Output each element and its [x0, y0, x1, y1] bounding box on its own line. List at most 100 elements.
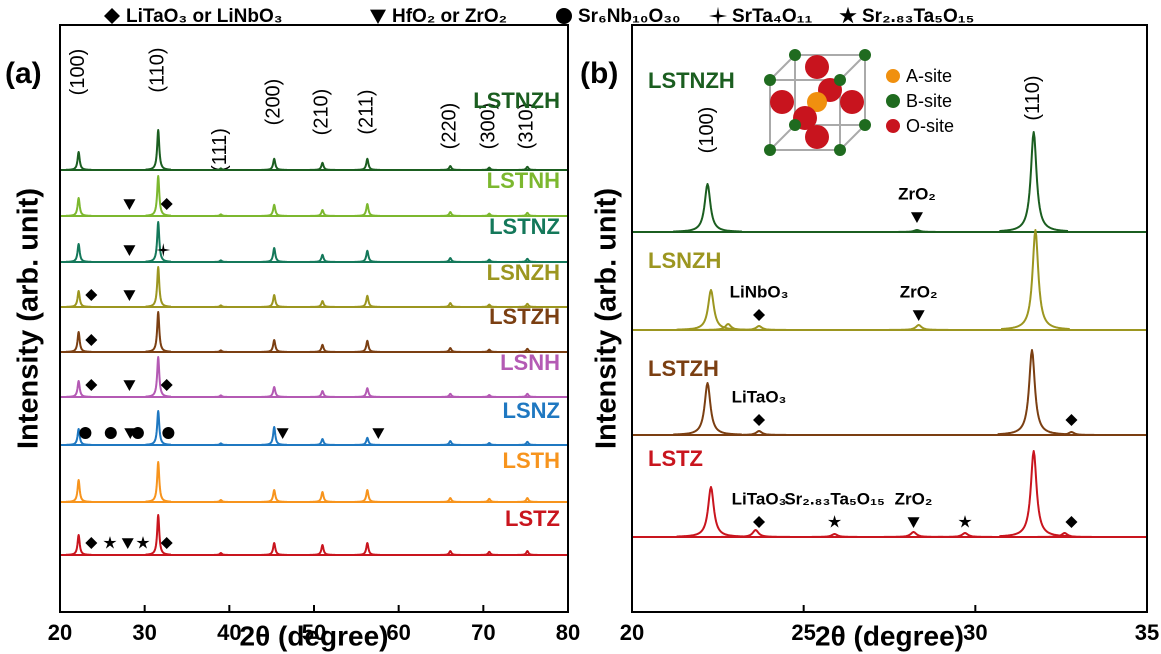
peak-label: (111)	[209, 128, 231, 172]
peak	[355, 251, 380, 262]
peak	[146, 462, 171, 502]
series-label: LSTZH	[489, 304, 560, 329]
phase-marker	[372, 428, 384, 439]
peak-label: (110)	[1022, 75, 1044, 120]
phase-label: ZrO₂	[900, 282, 938, 301]
phase-marker	[959, 515, 972, 528]
peak	[721, 530, 790, 537]
peak	[998, 350, 1067, 434]
peak	[262, 543, 287, 555]
series-label: LSTZH	[648, 356, 719, 381]
series-label: LSNH	[500, 350, 560, 375]
phase-marker	[123, 380, 135, 391]
phase-label: LiTaO₃	[732, 387, 787, 406]
peak	[262, 387, 287, 397]
phase-marker	[162, 427, 174, 439]
b-site-atom	[834, 144, 846, 156]
x-tick-label: 80	[556, 620, 580, 645]
peak	[262, 248, 287, 262]
phase-marker	[1065, 516, 1077, 528]
phase-marker	[161, 379, 173, 391]
peak	[310, 255, 335, 262]
peak	[146, 176, 171, 216]
phase-marker	[122, 538, 134, 549]
inset-legend-dot	[886, 94, 900, 108]
phase-marker	[828, 515, 841, 528]
x-tick-label: 50	[302, 620, 326, 645]
peak-label: (110)	[146, 47, 168, 92]
peak	[310, 492, 335, 502]
peak	[355, 543, 380, 555]
x-tick-label: 30	[132, 620, 156, 645]
inset-legend-label: A-site	[906, 66, 952, 86]
phase-marker	[911, 212, 923, 223]
phase-label: LiTaO₃	[732, 489, 787, 508]
peak	[262, 159, 287, 170]
legend-symbol	[839, 7, 856, 24]
inset-legend-label: B-site	[906, 91, 952, 111]
phase-marker	[123, 245, 135, 256]
b-site-atom	[764, 144, 776, 156]
peak	[66, 480, 91, 502]
x-tick-label: 25	[791, 620, 815, 645]
phase-label: ZrO₂	[898, 184, 936, 203]
phase-marker	[85, 334, 97, 346]
legend-symbol	[556, 8, 572, 24]
peak-label: (211)	[356, 89, 378, 134]
o-site-atom	[805, 55, 829, 79]
peak	[146, 267, 171, 307]
legend-label: Sr₂.₈₃Ta₅O₁₅	[862, 6, 974, 27]
x-tick-label: 20	[620, 620, 644, 645]
x-tick-label: 35	[1135, 620, 1159, 645]
x-tick-label: 30	[963, 620, 987, 645]
legend-label: Sr₆Nb₁₀O₃₀	[578, 6, 681, 27]
peak	[66, 152, 91, 170]
peak	[310, 163, 335, 170]
phase-label: ZrO₂	[895, 489, 933, 508]
peak	[146, 130, 171, 170]
peak-label: (100)	[696, 107, 718, 154]
phase-marker	[132, 427, 144, 439]
peak	[999, 451, 1068, 536]
peak	[146, 222, 171, 262]
panel-label: (b)	[580, 57, 618, 90]
phase-marker	[161, 537, 173, 549]
peak	[310, 545, 335, 555]
peak	[673, 184, 742, 232]
phase-marker	[908, 517, 920, 528]
peak-label: (100)	[67, 49, 89, 96]
series-label: LSTZ	[648, 446, 703, 471]
y-axis-title: Intensity (arb. unit)	[13, 188, 45, 449]
peak	[66, 244, 91, 262]
inset-legend-dot	[886, 69, 900, 83]
x-tick-label: 60	[386, 620, 410, 645]
peak-label: (210)	[311, 89, 333, 136]
y-axis-title: Intensity (arb. unit)	[591, 188, 623, 449]
series-label: LSTNH	[487, 168, 560, 193]
phase-marker	[103, 536, 116, 549]
series-label: LSTNZH	[648, 68, 735, 93]
phase-marker	[85, 379, 97, 391]
peak	[262, 490, 287, 502]
series-label: LSNZH	[648, 248, 721, 273]
o-site-atom	[770, 90, 794, 114]
crystal-inset	[764, 49, 871, 156]
phase-marker	[123, 290, 135, 301]
peak-label: (200)	[262, 79, 284, 126]
phase-marker	[79, 427, 91, 439]
legend-label: SrTa₄O₁₁	[732, 6, 813, 27]
peak	[355, 388, 380, 397]
phase-marker	[161, 198, 173, 210]
peak	[66, 198, 91, 216]
x-tick-label: 40	[217, 620, 241, 645]
inset-legend-dot	[886, 119, 900, 133]
peak	[146, 357, 171, 397]
legend-symbol	[104, 8, 120, 24]
legend-label: LiTaO₃ or LiNbO₃	[126, 6, 283, 27]
series-label: LSNZH	[487, 260, 560, 285]
phase-marker	[753, 414, 765, 426]
peak	[262, 340, 287, 352]
series-label: LSTNZH	[473, 88, 560, 113]
x-axis-title: 2θ (degree)	[815, 620, 964, 651]
legend-symbol	[709, 7, 727, 25]
